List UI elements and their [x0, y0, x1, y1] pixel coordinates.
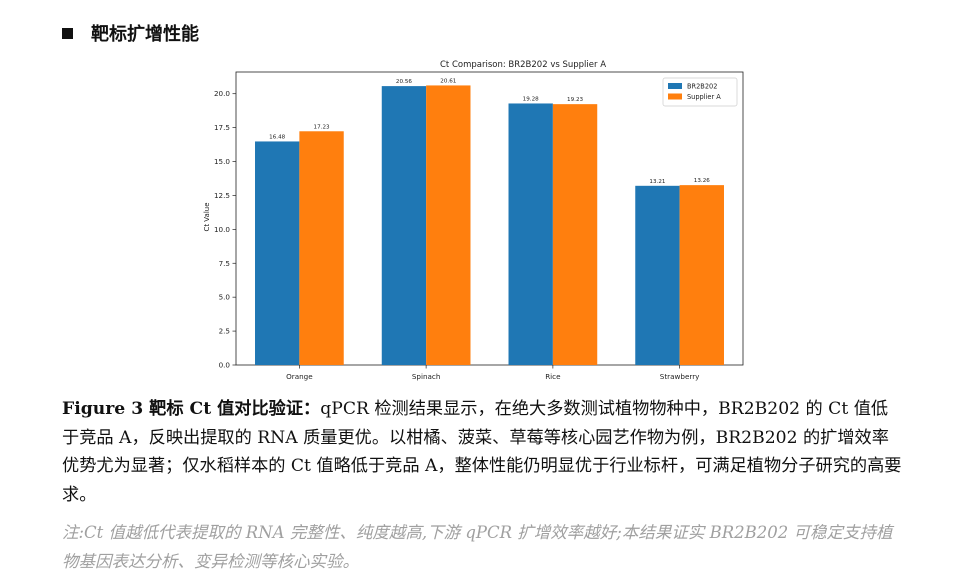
caption-lead: Figure 3 靶标 Ct 值对比验证： — [62, 399, 321, 419]
data-label: 17.23 — [314, 124, 330, 130]
bar-supplier-a — [552, 104, 598, 365]
square-bullet-icon — [62, 27, 73, 39]
bar-supplier-a — [299, 131, 344, 365]
legend-label: Supplier A — [687, 93, 721, 101]
data-label: 19.28 — [523, 96, 539, 102]
bar-br2b202 — [381, 86, 427, 365]
y-tick-label: 0.0 — [219, 361, 231, 370]
y-tick-label: 5.0 — [219, 293, 231, 302]
figure-note: 注:Ct 值越低代表提取的 RNA 完整性、纯度越高,下游 qPCR 扩增效率越… — [62, 523, 893, 571]
y-tick-label: 10.0 — [214, 225, 230, 234]
x-tick-label: Rice — [545, 372, 561, 381]
bar-supplier-a — [679, 185, 724, 365]
legend-swatch — [668, 93, 682, 100]
data-label: 20.61 — [440, 78, 456, 84]
bar-br2b202 — [255, 141, 300, 365]
y-tick-label: 12.5 — [214, 191, 230, 200]
chart-title: Ct Comparison: BR2B202 vs Supplier A — [440, 60, 606, 70]
x-tick-label: Orange — [286, 372, 313, 381]
section-title: 靶标扩增性能 — [91, 24, 199, 45]
plot-area: 0.0 2.5 5.0 7.5 10.0 12.5 15.0 17.5 20.0 Orange 16… — [214, 71, 744, 381]
section-heading: 靶标扩增性能 — [62, 18, 199, 48]
y-tick-label: 2.5 — [219, 327, 230, 336]
y-tick-label: 17.5 — [214, 123, 230, 132]
y-tick-label: 20.0 — [214, 89, 230, 98]
legend-swatch — [668, 83, 682, 89]
data-label: 20.56 — [396, 79, 412, 85]
caption-body: qPCR 检测结果显示，在绝大多数测试植物物种中，BR2B202 的 Ct 值低… — [62, 399, 902, 505]
y-axis-label: Ct Value — [203, 202, 211, 231]
data-label: 13.21 — [649, 179, 665, 185]
figure-caption: Figure 3 靶标 Ct 值对比验证：qPCR 检测结果显示，在绝大多数测试… — [62, 395, 902, 509]
x-tick-label: Spinach — [412, 372, 441, 381]
data-label: 13.26 — [694, 178, 710, 184]
y-tick-label: 7.5 — [219, 259, 230, 268]
bar-chart: Ct Comparison: BR2B202 vs Supplier A Ct … — [190, 52, 760, 387]
chart-svg: Ct Comparison: BR2B202 vs Supplier A Ct … — [203, 60, 744, 381]
y-tick-label: 15.0 — [214, 157, 230, 166]
bar-br2b202 — [508, 103, 553, 365]
data-label: 19.23 — [567, 97, 583, 103]
bar-supplier-a — [426, 85, 471, 365]
chart-legend: BR2B202 Supplier A — [662, 77, 738, 107]
bar-br2b202 — [635, 185, 680, 365]
legend-label: BR2B202 — [687, 83, 717, 91]
x-tick-label: Strawberry — [660, 372, 700, 381]
data-label: 16.48 — [269, 134, 285, 140]
